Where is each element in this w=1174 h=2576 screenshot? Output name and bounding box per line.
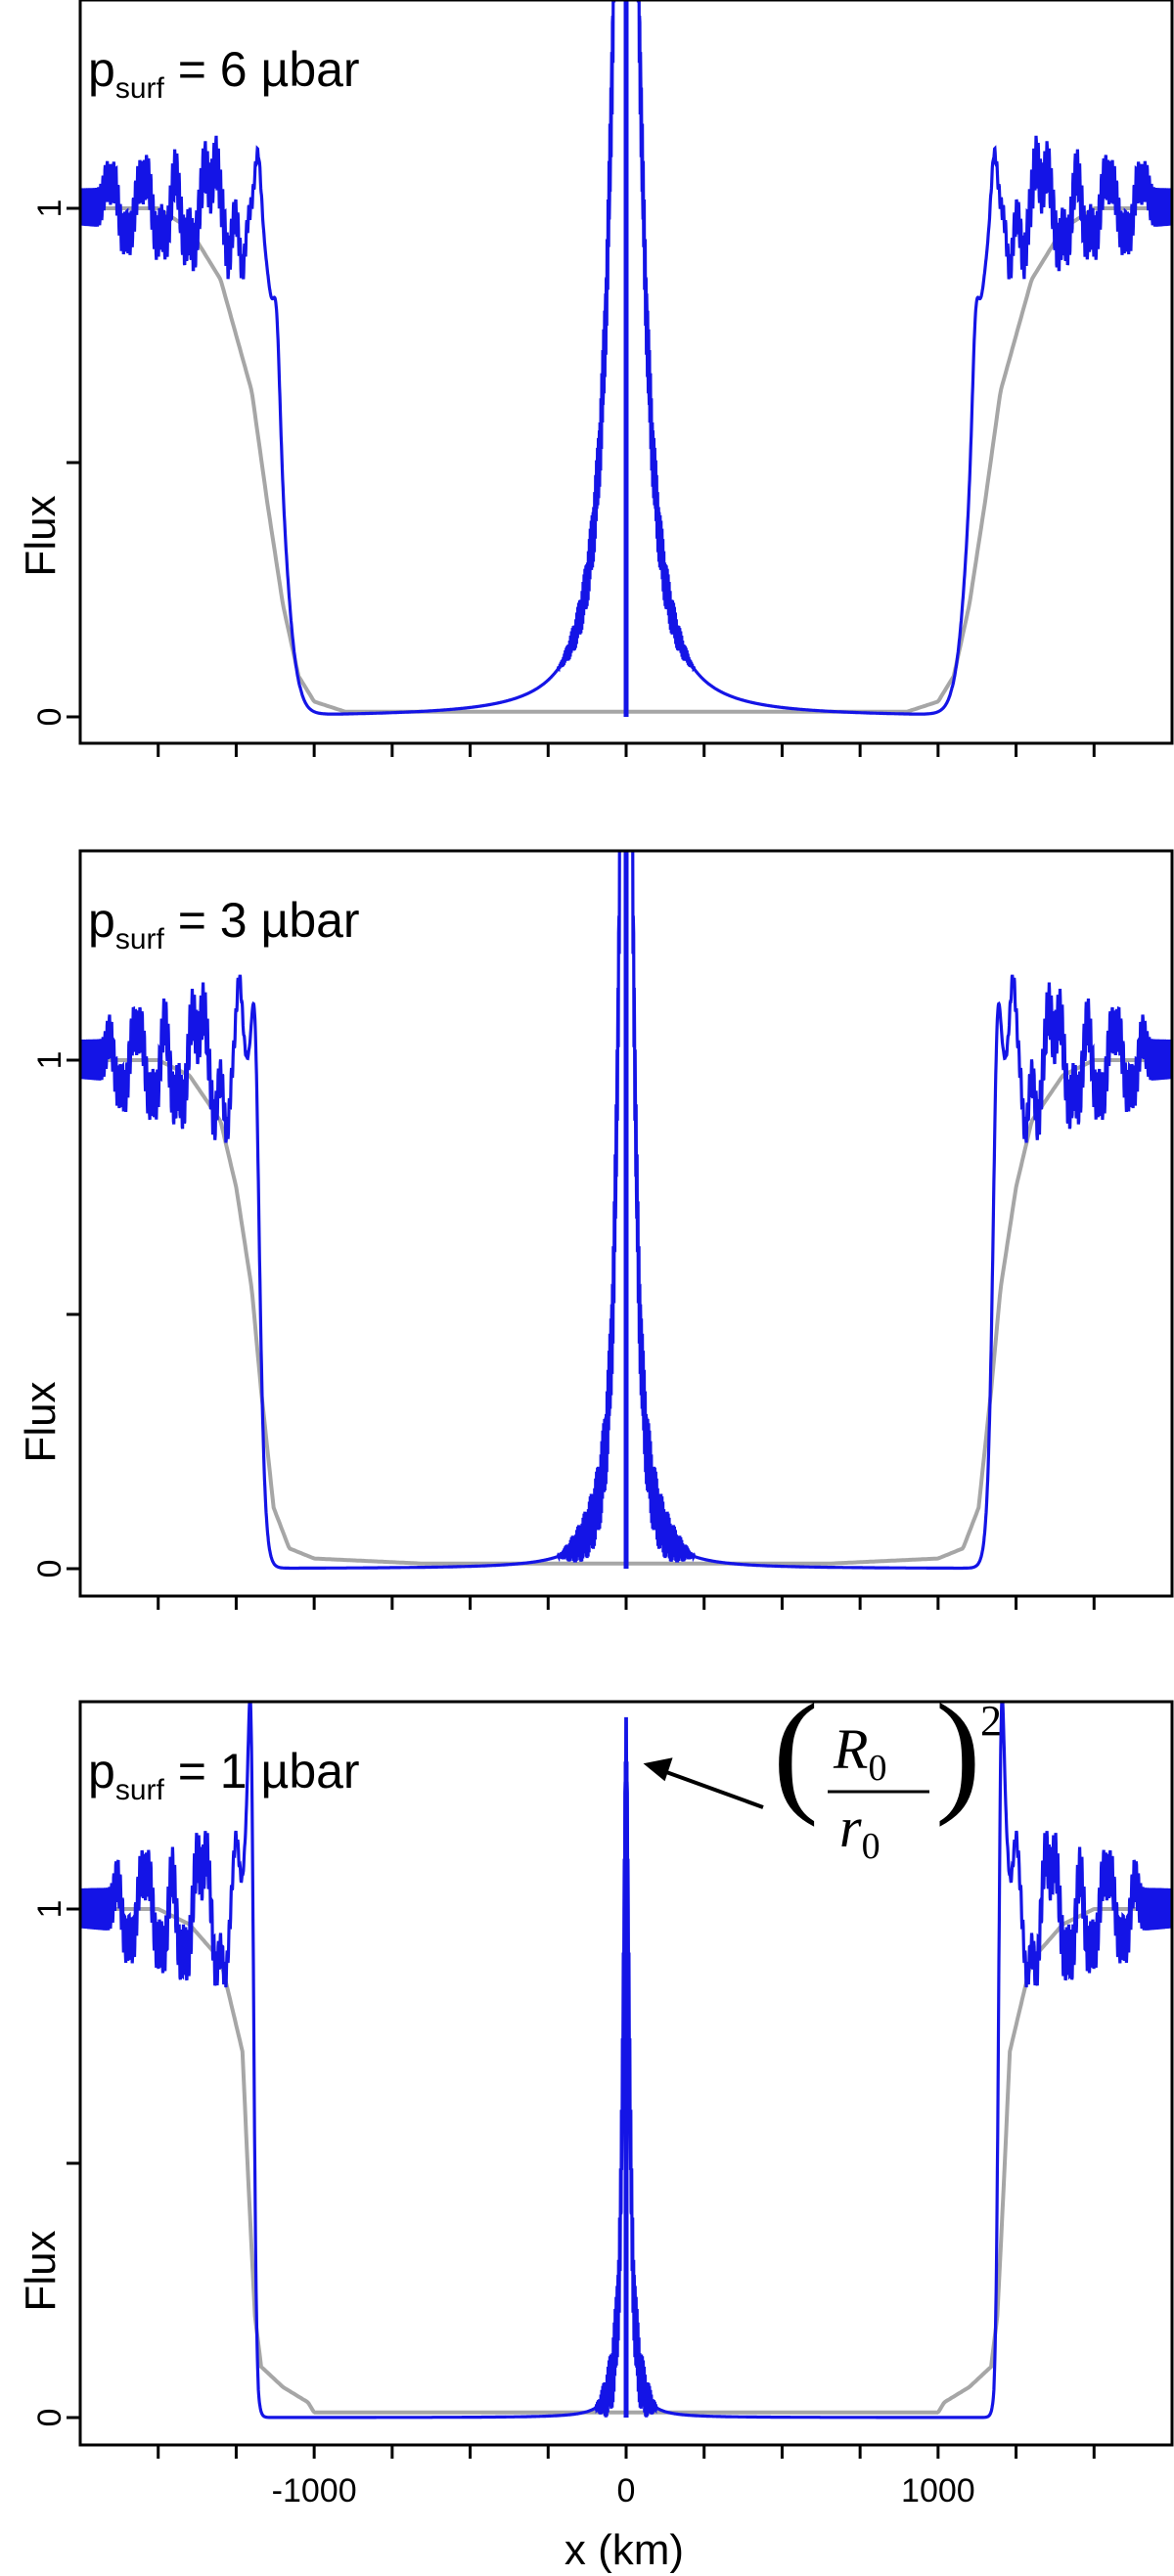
y-tick-label: 0 — [31, 1560, 68, 1578]
y-tick-label: 0 — [31, 2409, 68, 2427]
left-paren: ( — [773, 1676, 819, 1828]
panel-label: psurf = 3 µbar — [88, 893, 360, 955]
series-blue — [80, 0, 1172, 716]
panel-2: 0 1 Flux psurf = 3 µbar — [17, 849, 1174, 1610]
annotation-arrow — [657, 1767, 764, 1809]
y-tick-label: 1 — [31, 1900, 68, 1919]
arrowhead — [643, 1757, 673, 1782]
x-tick-label: 1000 — [901, 2472, 975, 2509]
panel-label: psurf = 1 µbar — [88, 1744, 360, 1806]
y-axis-title: Flux — [17, 495, 65, 576]
exponent: 2 — [980, 1697, 1002, 1745]
x-axis-title: x (km) — [564, 2526, 684, 2574]
x-tick-label: -1000 — [272, 2472, 357, 2509]
right-paren: ) — [935, 1676, 981, 1828]
plot-area — [80, 0, 1172, 717]
plot-area — [80, 1702, 1172, 2420]
y-axis-title: Flux — [17, 1381, 65, 1462]
denominator: r0 — [839, 1796, 880, 1867]
plot-area — [80, 851, 1172, 1571]
y-tick-label: 1 — [31, 1051, 68, 1070]
x-tick-label: 0 — [617, 2472, 636, 2509]
panels: 0 1 Flux psurf = 6 µbar 0 1 Flux psurf = 3 µbar… — [17, 0, 1174, 2509]
panel-label: psurf = 6 µbar — [88, 42, 360, 105]
panel-1: 0 1 Flux psurf = 6 µbar — [17, 0, 1174, 757]
series-blue — [80, 851, 1172, 1571]
y-tick-label: 0 — [31, 708, 68, 727]
y-tick-label: 1 — [31, 200, 68, 218]
numerator: R0 — [833, 1717, 886, 1789]
y-axis-title: Flux — [17, 2230, 65, 2311]
